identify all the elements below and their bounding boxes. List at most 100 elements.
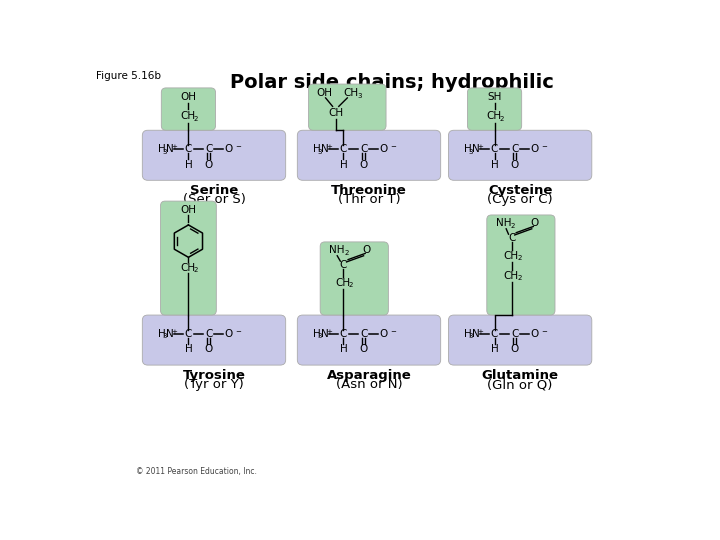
Text: NH: NH	[496, 218, 512, 228]
Text: (Tyr or Y): (Tyr or Y)	[184, 378, 244, 391]
Text: O: O	[204, 345, 212, 354]
FancyBboxPatch shape	[487, 215, 555, 315]
Text: +: +	[326, 329, 332, 335]
Text: +: +	[477, 329, 483, 335]
Text: Polar side chains; hydrophilic: Polar side chains; hydrophilic	[230, 72, 554, 91]
Text: H: H	[158, 329, 166, 339]
Text: H: H	[158, 144, 166, 154]
Text: O: O	[204, 160, 212, 170]
Text: −: −	[390, 329, 396, 335]
Text: C: C	[185, 329, 192, 339]
Text: +: +	[477, 144, 483, 150]
Text: H: H	[313, 144, 321, 154]
Text: C: C	[360, 329, 367, 339]
Text: H: H	[464, 144, 472, 154]
Text: OH: OH	[316, 88, 332, 98]
Text: O: O	[510, 345, 519, 354]
Text: N: N	[472, 144, 480, 154]
Text: 2: 2	[517, 275, 521, 281]
Text: 2: 2	[344, 249, 348, 255]
Text: C: C	[205, 329, 212, 339]
Text: C: C	[508, 233, 516, 243]
Text: © 2011 Pearson Education, Inc.: © 2011 Pearson Education, Inc.	[137, 467, 257, 476]
Text: 2: 2	[517, 255, 521, 261]
Text: NH: NH	[330, 245, 345, 255]
Text: O: O	[379, 329, 388, 339]
FancyBboxPatch shape	[449, 130, 592, 180]
Text: OH: OH	[181, 205, 197, 214]
Text: Figure 5.16b: Figure 5.16b	[96, 71, 161, 81]
Text: H: H	[184, 345, 192, 354]
Text: O: O	[359, 345, 368, 354]
Text: +: +	[171, 329, 177, 335]
Text: O: O	[531, 329, 539, 339]
Text: O: O	[225, 144, 233, 154]
Text: (Ser or S): (Ser or S)	[183, 193, 246, 206]
Text: SH: SH	[487, 92, 502, 102]
Text: Tyrosine: Tyrosine	[183, 369, 246, 382]
Text: N: N	[472, 329, 480, 339]
Text: O: O	[363, 245, 371, 255]
Text: H: H	[490, 160, 498, 170]
Text: N: N	[321, 144, 329, 154]
Text: H: H	[340, 345, 347, 354]
Text: 3: 3	[469, 148, 473, 154]
Text: +: +	[171, 144, 177, 150]
Text: O: O	[510, 160, 519, 170]
Text: Glutamine: Glutamine	[482, 369, 559, 382]
Text: Threonine: Threonine	[331, 184, 407, 197]
Text: C: C	[340, 144, 347, 154]
Text: O: O	[379, 144, 388, 154]
Text: 3: 3	[318, 148, 322, 154]
Text: C: C	[360, 144, 367, 154]
Text: CH: CH	[180, 263, 195, 273]
Text: 3: 3	[469, 333, 473, 339]
Text: C: C	[205, 144, 212, 154]
Text: (Cys or C): (Cys or C)	[487, 193, 553, 206]
Text: C: C	[340, 260, 347, 270]
Text: O: O	[359, 160, 368, 170]
Text: N: N	[321, 329, 329, 339]
Text: H: H	[340, 160, 347, 170]
Text: C: C	[491, 329, 498, 339]
Text: 3: 3	[163, 333, 167, 339]
Text: −: −	[541, 144, 547, 150]
Text: C: C	[340, 329, 347, 339]
FancyBboxPatch shape	[161, 88, 215, 130]
Text: Serine: Serine	[190, 184, 238, 197]
Text: CH: CH	[343, 88, 359, 98]
Text: O: O	[225, 329, 233, 339]
FancyBboxPatch shape	[467, 88, 522, 130]
Text: CH: CH	[180, 111, 195, 122]
Text: C: C	[185, 144, 192, 154]
Text: CH: CH	[503, 251, 518, 261]
Text: 2: 2	[510, 222, 516, 229]
Text: O: O	[531, 144, 539, 154]
Text: OH: OH	[181, 92, 197, 102]
Text: CH: CH	[503, 271, 518, 281]
Text: H: H	[464, 329, 472, 339]
Text: H: H	[313, 329, 321, 339]
FancyBboxPatch shape	[309, 84, 386, 130]
FancyBboxPatch shape	[297, 130, 441, 180]
FancyBboxPatch shape	[320, 242, 388, 315]
Text: −: −	[235, 144, 240, 150]
Text: (Gln or Q): (Gln or Q)	[487, 378, 553, 391]
Text: 2: 2	[349, 282, 354, 288]
Text: −: −	[235, 329, 240, 335]
Text: C: C	[491, 144, 498, 154]
Text: Cysteine: Cysteine	[488, 184, 552, 197]
Text: H: H	[490, 345, 498, 354]
Text: −: −	[390, 144, 396, 150]
Text: CH: CH	[328, 107, 343, 118]
Text: 2: 2	[194, 116, 198, 122]
Text: CH: CH	[486, 111, 501, 122]
Text: C: C	[511, 329, 518, 339]
Text: −: −	[541, 329, 547, 335]
FancyBboxPatch shape	[161, 201, 216, 315]
Text: 2: 2	[194, 267, 198, 273]
Text: 3: 3	[357, 92, 362, 99]
FancyBboxPatch shape	[297, 315, 441, 365]
Text: CH: CH	[335, 278, 350, 288]
Text: 3: 3	[163, 148, 167, 154]
